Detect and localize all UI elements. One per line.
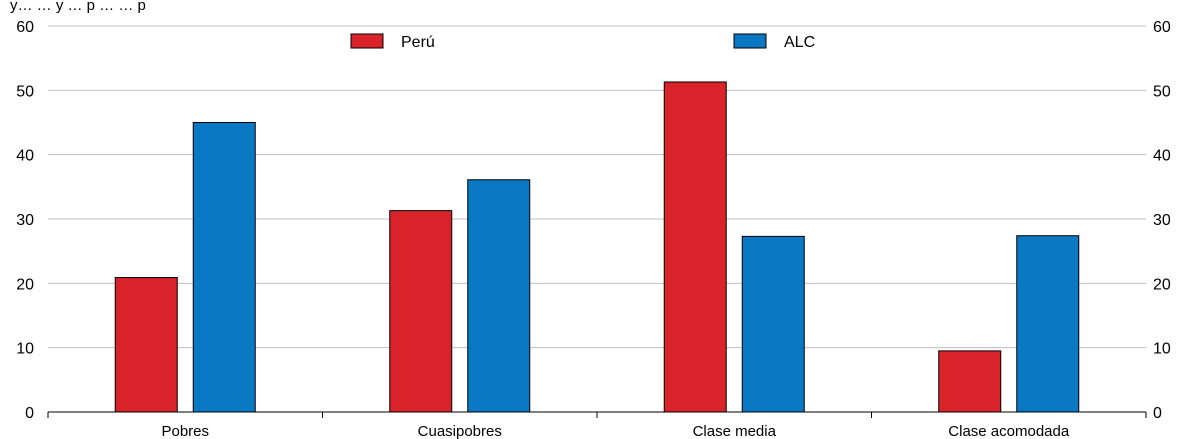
axes: [47, 411, 1147, 418]
legend-swatch-alc: [733, 33, 767, 49]
y-tick-right-0: 0: [1153, 405, 1162, 422]
y-tick-right-60: 60: [1153, 19, 1171, 36]
y-tick-left-60: 60: [16, 19, 34, 36]
y-tick-left-30: 30: [16, 212, 34, 229]
cropped-header-text: y… … y … p … … p: [10, 0, 146, 14]
y-tick-right-30: 30: [1153, 212, 1171, 229]
right-y-tick-labels: 0 10 20 30 40 50 60: [1153, 19, 1171, 422]
y-tick-left-50: 50: [16, 83, 34, 100]
bar-per-pobres: [114, 277, 178, 413]
y-tick-left-20: 20: [16, 276, 34, 293]
bar-per-clase-media: [663, 81, 727, 413]
y-tick-right-10: 10: [1153, 341, 1171, 358]
y-tick-right-50: 50: [1153, 83, 1171, 100]
legend: Perú ALC: [350, 33, 815, 51]
y-tick-left-10: 10: [16, 341, 34, 358]
legend-label-alc: ALC: [784, 34, 815, 51]
legend-swatch-per: [350, 33, 384, 49]
category-label-clase-media: Clase media: [693, 423, 777, 439]
bar-per-clase-acomodada: [938, 350, 1002, 413]
category-label-clase-acomodada: Clase acomodada: [948, 423, 1070, 439]
y-tick-left-40: 40: [16, 148, 34, 165]
category-labels: Pobres Cuasipobres Clase media Clase acomod…: [161, 423, 1069, 439]
category-label-pobres: Pobres: [161, 423, 209, 439]
legend-label-per: Perú: [401, 34, 435, 51]
left-y-tick-labels: 0 10 20 30 40 50 60: [16, 19, 34, 422]
bar-alc-pobres: [192, 122, 256, 413]
bar-alc-clase-media: [741, 235, 805, 413]
bar-alc-cuasipobres: [467, 179, 531, 413]
bar-per-cuasipobres: [389, 210, 453, 413]
y-tick-left-0: 0: [25, 405, 34, 422]
y-tick-right-40: 40: [1153, 148, 1171, 165]
y-tick-right-20: 20: [1153, 276, 1171, 293]
category-label-cuasipobres: Cuasipobres: [418, 423, 502, 439]
bar-alc-clase-acomodada: [1016, 235, 1080, 413]
bars: [114, 81, 1080, 413]
